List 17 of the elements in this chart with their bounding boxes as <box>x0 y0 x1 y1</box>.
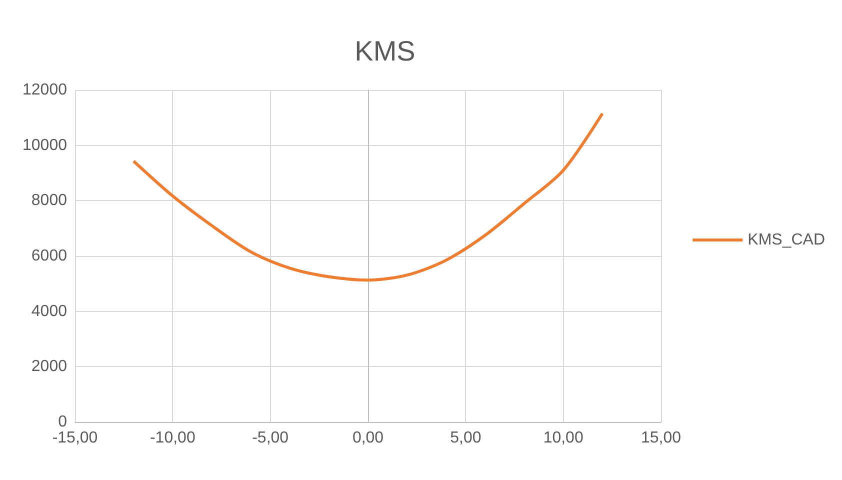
y-tick-label: 2000 <box>31 358 68 376</box>
chart-title: KMS <box>354 36 416 66</box>
x-tick-label: 0,00 <box>352 430 384 446</box>
y-tick-label: 12000 <box>22 82 68 98</box>
line-series <box>132 112 604 282</box>
x-tick-label: 10,00 <box>543 430 584 446</box>
x-tick-label: 5,00 <box>450 430 482 446</box>
y-tick-label: 0 <box>58 414 68 430</box>
y-tick-label: 10000 <box>22 136 68 154</box>
x-tick-label: -15,00 <box>52 430 98 446</box>
x-tick-label: 15,00 <box>640 430 682 446</box>
y-tick-label: 6000 <box>31 248 68 264</box>
y-tick-label: 4000 <box>31 302 68 320</box>
x-tick-label: -5,00 <box>252 430 289 446</box>
legend-label: KMS_CAD <box>748 232 826 248</box>
x-tick-label: -10,00 <box>150 430 196 446</box>
y-tick-label: 8000 <box>31 192 68 210</box>
